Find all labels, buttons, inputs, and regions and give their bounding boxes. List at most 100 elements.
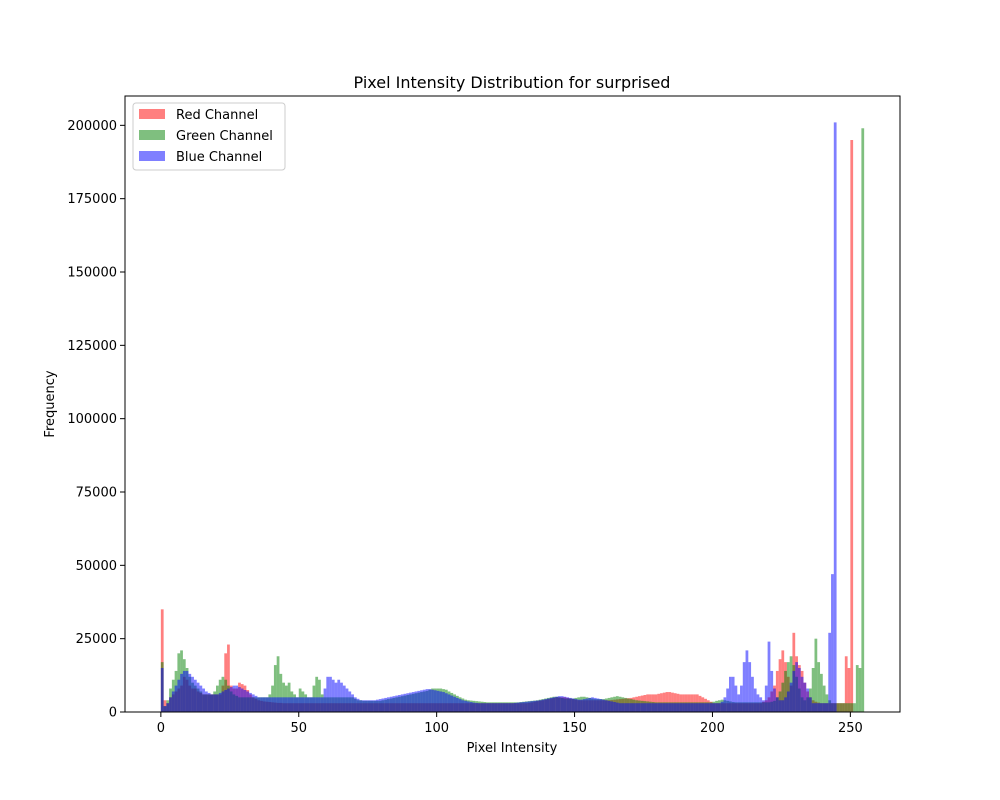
bar [519, 702, 523, 712]
bar [395, 695, 399, 712]
bar [806, 688, 809, 712]
bar [742, 662, 746, 712]
bar [582, 699, 586, 712]
bar [778, 700, 782, 712]
bar [182, 670, 186, 712]
bar [315, 676, 319, 712]
bar [781, 700, 785, 712]
bar [458, 699, 462, 712]
bar [188, 673, 192, 712]
bar [820, 673, 823, 712]
bar [254, 695, 258, 712]
bar [668, 703, 672, 712]
bar [464, 700, 467, 712]
bar [604, 700, 608, 712]
bar [174, 685, 178, 712]
legend-swatch-blue [139, 151, 165, 161]
bar [533, 700, 536, 712]
bar [216, 694, 219, 712]
bar [530, 701, 534, 712]
bar [613, 702, 616, 712]
bar [284, 697, 288, 712]
bar [811, 703, 815, 712]
bar [243, 690, 247, 712]
histogram-bars [160, 122, 865, 712]
bar [770, 670, 774, 712]
bar [420, 690, 423, 712]
bar [221, 691, 225, 712]
bar [486, 703, 490, 712]
bar [171, 691, 175, 712]
bar [218, 692, 222, 712]
legend-box [132, 102, 286, 171]
bar [251, 694, 255, 712]
bar [362, 700, 365, 712]
y-tick-label: 0 [109, 706, 117, 721]
bar [751, 676, 754, 712]
bar [342, 685, 346, 712]
bar [199, 685, 203, 712]
bar [555, 696, 559, 712]
bar [715, 703, 718, 712]
bar [232, 685, 236, 712]
bar [552, 697, 556, 712]
bar [549, 697, 553, 712]
bar [414, 691, 418, 712]
bar [646, 703, 650, 712]
bar [348, 691, 352, 712]
bar [483, 703, 487, 712]
bar [279, 673, 283, 712]
bar [409, 692, 412, 712]
bar [340, 682, 343, 712]
bar [329, 676, 332, 712]
bar [615, 702, 619, 712]
bar [345, 688, 349, 712]
bar [370, 700, 374, 712]
x-tick-label: 0 [157, 721, 165, 736]
bar [839, 703, 843, 712]
bar [637, 703, 641, 712]
bar [544, 699, 547, 712]
bar [227, 644, 230, 712]
bar [497, 703, 501, 712]
bar [566, 697, 570, 712]
bar [651, 703, 655, 712]
bar [558, 696, 561, 712]
bar [654, 703, 658, 712]
bar [825, 703, 829, 712]
bar [229, 687, 233, 712]
bar [734, 685, 738, 712]
bar [273, 665, 277, 712]
y-tick-label: 175000 [67, 192, 117, 207]
bar [781, 650, 785, 712]
bar [356, 698, 360, 712]
bar [671, 703, 674, 712]
bar [817, 662, 821, 712]
bar [169, 697, 172, 712]
bar [640, 703, 644, 712]
bar [304, 697, 308, 712]
bar [803, 682, 807, 712]
bar [792, 670, 796, 712]
bar [789, 682, 793, 712]
x-axis-ticks: 0 50 100 150 200 250 [157, 712, 863, 736]
bar [690, 703, 694, 712]
bar [817, 703, 821, 712]
bar [433, 690, 437, 712]
bar [687, 703, 691, 712]
bar [204, 691, 208, 712]
x-tick-label: 200 [700, 721, 725, 736]
bar [298, 697, 302, 712]
bar [585, 698, 589, 712]
legend-label-green: Green Channel [176, 129, 273, 144]
bar [166, 703, 170, 712]
bar [334, 682, 338, 712]
bar [240, 688, 244, 712]
bar [764, 685, 768, 712]
y-tick-label: 50000 [76, 559, 117, 574]
legend-label-blue: Blue Channel [176, 150, 262, 165]
bar [753, 688, 757, 712]
bar [657, 703, 661, 712]
bar [210, 694, 214, 712]
bar [828, 632, 832, 712]
